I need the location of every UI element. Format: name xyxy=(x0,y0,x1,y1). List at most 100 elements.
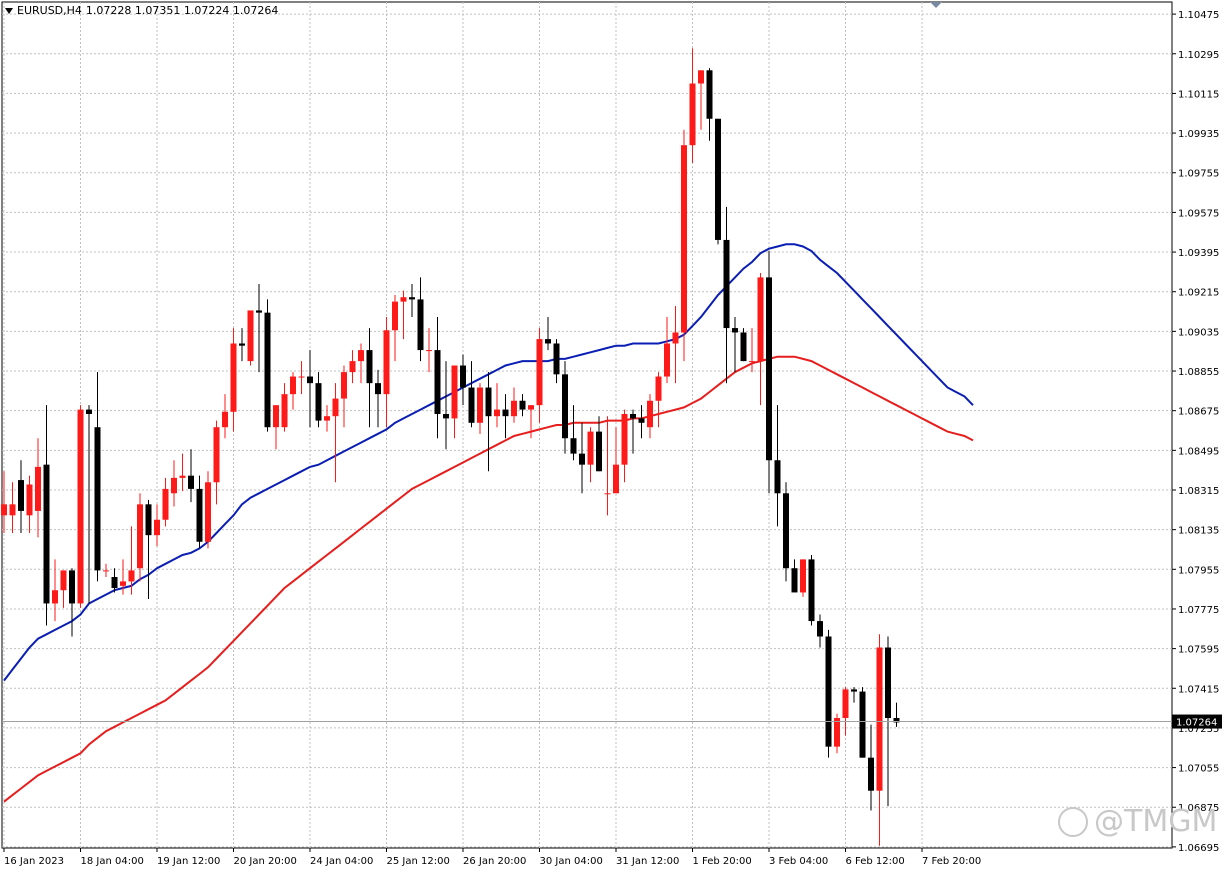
candle-bull xyxy=(332,398,339,417)
candle-bull xyxy=(647,400,653,428)
candle-bear xyxy=(315,383,322,421)
x-tick-label: 6 Feb 12:00 xyxy=(846,856,905,867)
candle-bear xyxy=(443,413,449,419)
candle-bear xyxy=(825,636,832,747)
candle-bear xyxy=(468,387,475,423)
y-tick-label: 1.06875 xyxy=(1178,803,1219,814)
candle-bear xyxy=(715,118,721,240)
candle-bull xyxy=(698,70,704,84)
chart-menu-icon[interactable] xyxy=(5,7,13,14)
candle-bear xyxy=(851,689,857,692)
y-tick-label: 1.07055 xyxy=(1178,764,1219,775)
candle-bull xyxy=(383,330,390,395)
x-tick-label: 25 Jan 12:00 xyxy=(387,856,450,867)
candle-bull xyxy=(800,559,806,593)
candle-bull xyxy=(298,376,305,378)
candle-bear xyxy=(256,310,262,313)
candle-bear xyxy=(732,328,738,333)
candle-bull xyxy=(477,387,483,423)
candle-bear xyxy=(868,757,874,791)
y-tick-label: 1.07415 xyxy=(1178,684,1219,695)
symbol-label: EURUSD,H4 xyxy=(17,4,82,17)
candle-bear xyxy=(893,718,900,723)
candle-bear xyxy=(885,647,891,719)
candle-bull xyxy=(392,301,398,331)
current-price-tag xyxy=(1172,714,1222,729)
candle-bull xyxy=(757,277,764,362)
candle-bull xyxy=(749,361,755,363)
candle-bull xyxy=(613,464,619,494)
candle-bear xyxy=(409,297,415,300)
y-tick-label: 1.09215 xyxy=(1178,288,1219,299)
candle-bear xyxy=(366,350,373,384)
y-tick-label: 1.07595 xyxy=(1178,645,1219,656)
candle-bull xyxy=(1,504,7,516)
y-tick-label: 1.08855 xyxy=(1178,367,1219,378)
ohlc-label: 1.07228 1.07351 1.07224 1.07264 xyxy=(85,4,279,17)
candle-bull xyxy=(52,590,58,604)
candle-bull xyxy=(621,413,628,465)
candle-bear xyxy=(264,312,271,428)
candle-bear xyxy=(417,299,424,351)
candle-bull xyxy=(528,405,534,410)
x-tick-label: 24 Jan 04:00 xyxy=(310,856,373,867)
candle-bear xyxy=(545,339,551,344)
y-tick-label: 1.09395 xyxy=(1178,248,1219,259)
candle-bear xyxy=(86,409,92,414)
candle-bear xyxy=(596,431,602,472)
candle-bear xyxy=(783,493,789,569)
candle-bull xyxy=(689,83,696,146)
x-tick-label: 30 Jan 04:00 xyxy=(540,856,603,867)
candle-bull xyxy=(222,411,228,428)
plot-frame xyxy=(1,1,1173,849)
candle-bull xyxy=(664,343,670,377)
candle-bear xyxy=(774,460,781,494)
candle-bear xyxy=(375,383,381,395)
candle-bull xyxy=(451,365,458,419)
candle-bear xyxy=(723,239,730,329)
candle-bear xyxy=(94,427,101,571)
y-tick-label: 1.08675 xyxy=(1178,407,1219,418)
candle-bull xyxy=(162,488,169,520)
x-tick-label: 19 Jan 12:00 xyxy=(157,856,220,867)
candle-bull xyxy=(213,427,220,483)
candle-bull xyxy=(103,570,109,572)
candle-bear xyxy=(791,568,798,593)
candle-bear xyxy=(808,559,815,622)
y-tick-label: 1.09575 xyxy=(1178,208,1219,219)
candle-bear xyxy=(562,374,568,439)
symbol-header: EURUSD,H4 1.07228 1.07351 1.07224 1.0726… xyxy=(5,4,278,17)
candle-bull xyxy=(324,416,330,421)
candle-bear xyxy=(18,480,24,511)
y-tick-label: 1.10295 xyxy=(1178,50,1219,61)
candle-bear xyxy=(145,504,152,536)
y-tick-label: 1.08315 xyxy=(1178,486,1219,497)
candle-bear xyxy=(196,488,203,542)
candle-bull xyxy=(400,297,407,302)
candle-bear xyxy=(239,343,245,346)
chart-shift-icon[interactable] xyxy=(930,2,942,8)
candle-bull xyxy=(128,570,135,582)
candle-bear xyxy=(579,453,585,465)
candle-bull xyxy=(77,409,84,604)
watermark-logo-icon xyxy=(1058,806,1088,837)
x-tick-label: 20 Jan 20:00 xyxy=(234,856,297,867)
candle-bull xyxy=(587,431,594,465)
candle-bear xyxy=(817,621,823,637)
candle-bull xyxy=(137,504,143,569)
candle-bear xyxy=(43,464,50,604)
candle-bull xyxy=(9,504,16,516)
y-tick-label: 1.07955 xyxy=(1178,565,1219,576)
y-tick-label: 1.09035 xyxy=(1178,327,1219,338)
candle-bull xyxy=(358,350,364,362)
y-tick-label: 1.06695 xyxy=(1178,843,1219,854)
current-price-label: 1.07264 xyxy=(1176,718,1217,729)
x-tick-label: 3 Feb 04:00 xyxy=(769,856,828,867)
candle-bear xyxy=(188,475,194,489)
candle-bull xyxy=(876,647,883,791)
candle-bear xyxy=(766,277,772,461)
candle-bull xyxy=(426,350,432,352)
y-tick-label: 1.09755 xyxy=(1178,169,1219,180)
